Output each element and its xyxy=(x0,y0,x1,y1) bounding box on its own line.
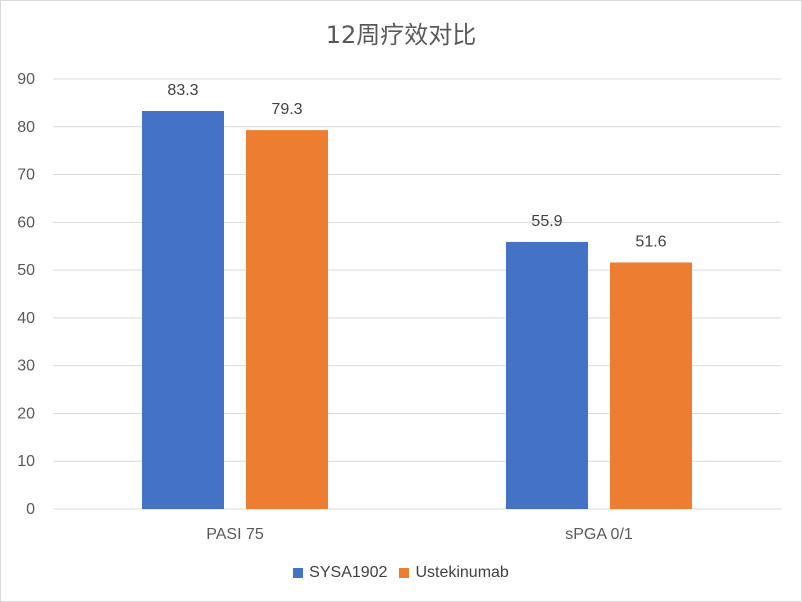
legend-label-series-2: Ustekinumab xyxy=(415,564,509,581)
chart-title: 12周疗效对比 xyxy=(325,21,477,49)
y-tick-label: 90 xyxy=(17,71,35,88)
y-tick-label: 0 xyxy=(26,501,35,518)
y-tick-label: 40 xyxy=(17,310,35,327)
x-tick-label: PASI 75 xyxy=(206,526,264,543)
legend-label-series-1: SYSA1902 xyxy=(309,564,388,581)
data-label: 51.6 xyxy=(635,233,666,250)
y-tick-label: 30 xyxy=(17,358,35,375)
legend-swatch-series-1 xyxy=(293,568,304,578)
y-tick-label: 10 xyxy=(17,453,35,470)
y-tick-label: 50 xyxy=(17,262,35,279)
data-label: 79.3 xyxy=(271,101,302,118)
legend: SYSA1902 Ustekinumab xyxy=(1,564,801,582)
legend-swatch-series-2 xyxy=(399,568,410,578)
data-label: 83.3 xyxy=(167,82,198,99)
plot-area: 0 10 20 30 40 50 60 70 80 90 83.3 79.3 PASI 75 55.9 51… xyxy=(17,71,781,543)
y-tick-label: 70 xyxy=(17,167,35,184)
legend-item-series-1: SYSA1902 xyxy=(293,564,387,582)
data-label: 55.9 xyxy=(531,213,562,230)
bar xyxy=(506,241,588,509)
bar xyxy=(246,130,328,509)
x-tick-label: sPGA 0/1 xyxy=(565,526,633,543)
y-tick-label: 60 xyxy=(17,214,35,231)
bar xyxy=(610,262,692,509)
legend-item-series-2: Ustekinumab xyxy=(399,564,509,582)
y-tick-label: 80 xyxy=(17,119,35,136)
y-tick-label: 20 xyxy=(17,405,35,422)
bar xyxy=(142,111,224,509)
